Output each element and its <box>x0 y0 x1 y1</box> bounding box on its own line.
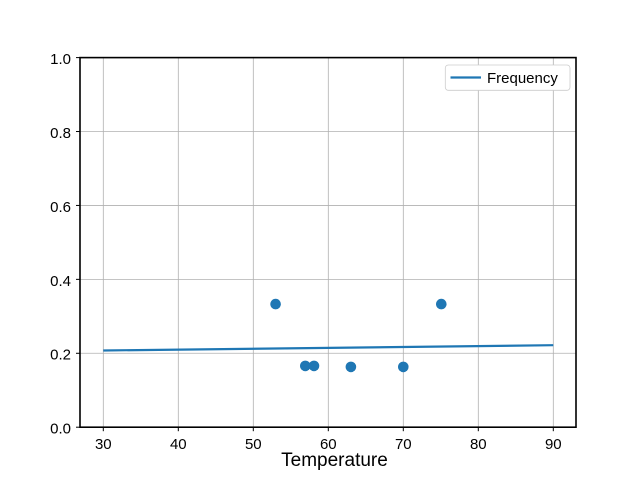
svg-text:90: 90 <box>545 436 562 453</box>
svg-text:1.0: 1.0 <box>50 51 71 68</box>
svg-text:0.0: 0.0 <box>50 421 71 438</box>
svg-text:0.2: 0.2 <box>50 347 71 364</box>
svg-text:80: 80 <box>470 436 487 453</box>
svg-text:40: 40 <box>170 436 187 453</box>
svg-text:0.8: 0.8 <box>50 125 71 142</box>
svg-text:Frequency: Frequency <box>487 70 558 87</box>
svg-text:50: 50 <box>245 436 262 453</box>
svg-text:30: 30 <box>95 436 112 453</box>
svg-text:0.6: 0.6 <box>50 199 71 216</box>
svg-text:Temperature: Temperature <box>281 450 388 471</box>
svg-text:70: 70 <box>395 436 412 453</box>
svg-text:0.4: 0.4 <box>50 273 71 290</box>
